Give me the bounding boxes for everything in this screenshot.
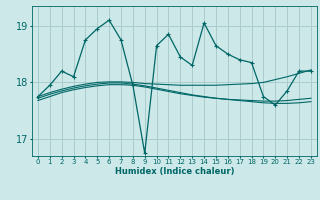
X-axis label: Humidex (Indice chaleur): Humidex (Indice chaleur) — [115, 167, 234, 176]
